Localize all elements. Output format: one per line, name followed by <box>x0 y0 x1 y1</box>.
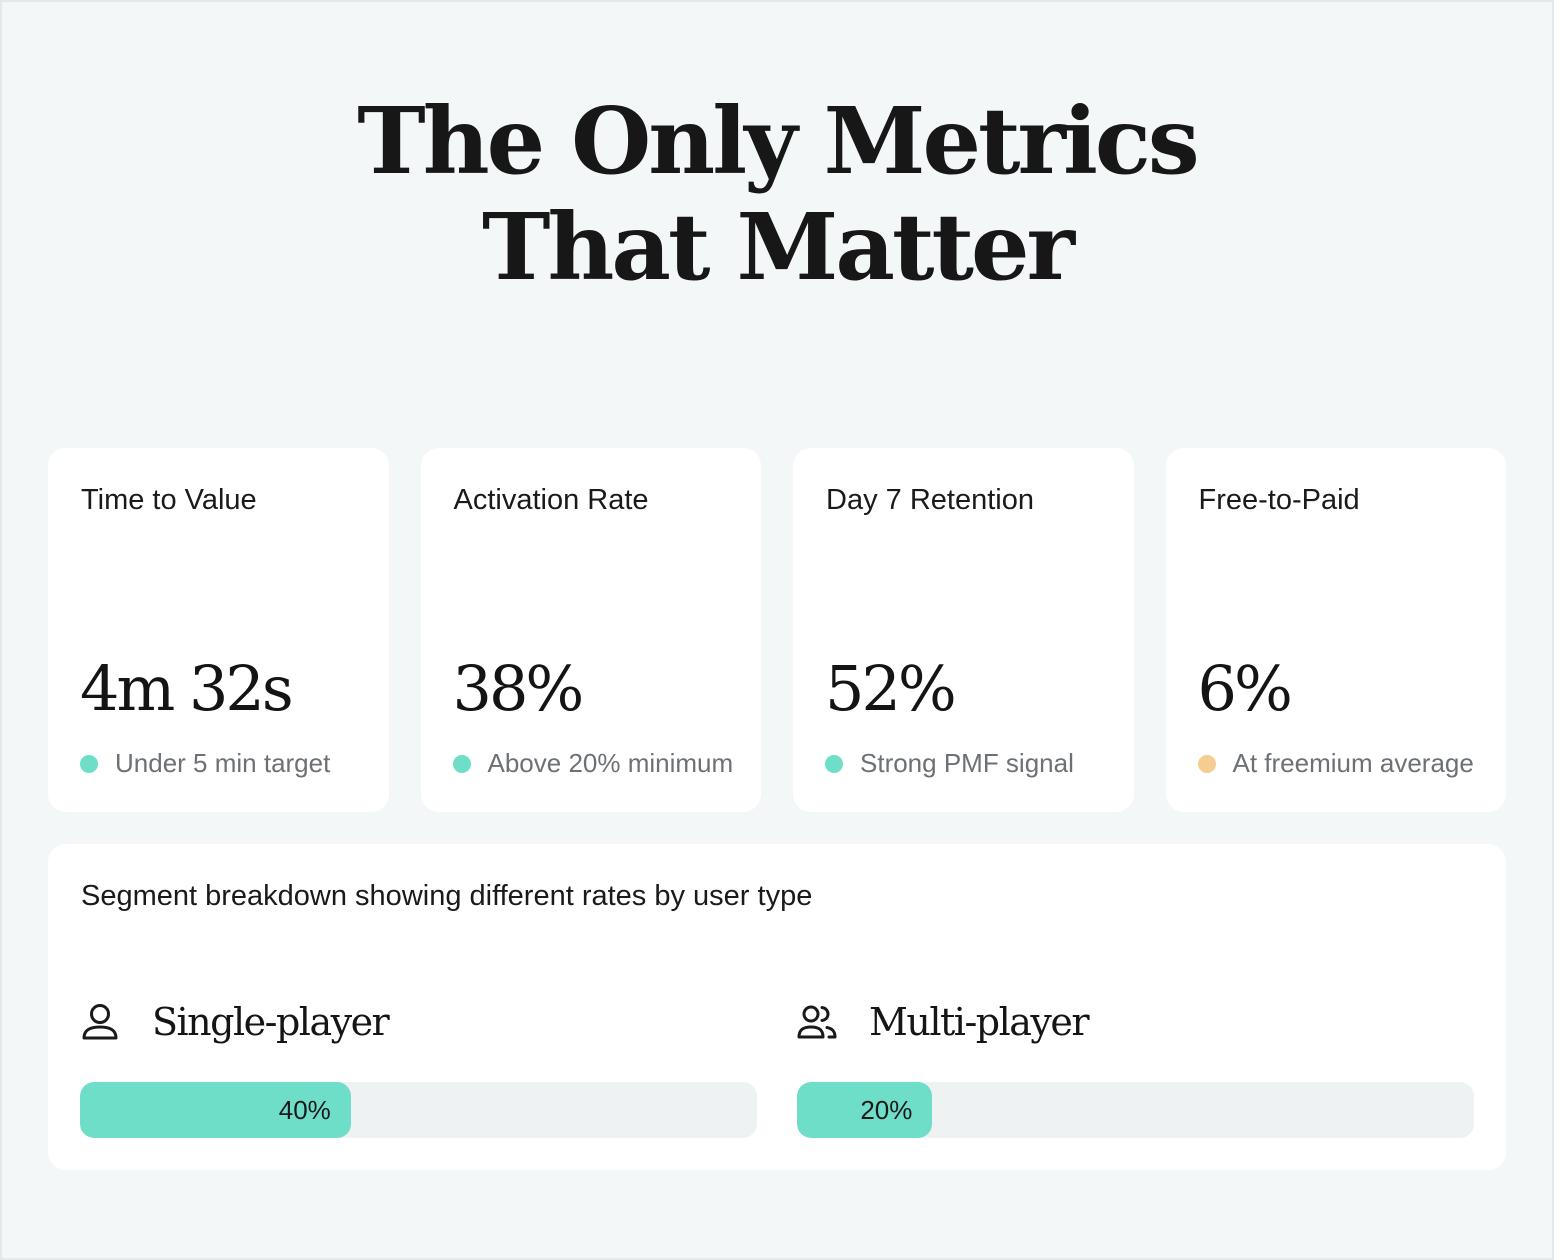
progress-value: 20% <box>860 1094 913 1125</box>
metric-label: Activation Rate <box>453 484 649 516</box>
segment-header: Single-player <box>80 994 757 1050</box>
metric-status-text: Strong PMF signal <box>860 748 1074 778</box>
segment-breakdown-panel: Segment breakdown showing different rate… <box>48 844 1506 1170</box>
status-dot-icon <box>825 754 843 773</box>
metric-label: Day 7 Retention <box>826 484 1034 516</box>
metric-card-day-7-retention: Day 7 Retention 52% Strong PMF signal <box>793 448 1134 812</box>
metric-value: 6% <box>1197 652 1293 725</box>
metric-value: 38% <box>452 652 585 725</box>
segment-header: Multi-player <box>797 994 1474 1050</box>
metric-label: Free-to-Paid <box>1198 484 1360 516</box>
segment-name: Multi-player <box>869 1000 1090 1044</box>
progress-bar-fill: 20% <box>797 1082 933 1138</box>
metric-card-activation-rate: Activation Rate 38% Above 20% minimum <box>420 448 761 812</box>
metric-status-text: Above 20% minimum <box>487 748 734 778</box>
metric-cards: Time to Value 4m 32s Under 5 min target … <box>48 448 1506 812</box>
metric-card-free-to-paid: Free-to-Paid 6% At freemium average <box>1165 448 1506 812</box>
metric-label: Time to Value <box>81 484 257 516</box>
progress-bar-fill: 40% <box>80 1082 351 1138</box>
title-line-1: The Only Metrics <box>357 87 1199 195</box>
segment-multi-player: Multi-player 20% <box>797 994 1474 1138</box>
status-dot-icon <box>80 754 98 773</box>
metric-status: At freemium average <box>1197 748 1474 779</box>
metric-card-time-to-value: Time to Value 4m 32s Under 5 min target <box>48 448 389 812</box>
page-title: The Only Metrics That Matter <box>0 88 1554 300</box>
users-icon <box>797 1000 837 1044</box>
progress-bar: 40% <box>80 1082 757 1138</box>
segment-name: Single-player <box>152 1000 390 1044</box>
status-dot-icon <box>452 754 471 773</box>
metric-status: Strong PMF signal <box>825 748 1074 779</box>
segment-caption: Segment breakdown showing different rate… <box>81 880 813 912</box>
metric-status-text: At freemium average <box>1232 748 1474 778</box>
user-icon <box>80 1000 120 1044</box>
title-line-2: That Matter <box>482 193 1075 301</box>
metric-status: Under 5 min target <box>80 748 330 779</box>
metric-value: 4m 32s <box>80 652 294 725</box>
progress-value: 40% <box>278 1094 331 1125</box>
metric-status: Above 20% minimum <box>452 748 734 779</box>
progress-bar: 20% <box>797 1082 1474 1138</box>
segment-single-player: Single-player 40% <box>80 994 757 1138</box>
metric-value: 52% <box>825 652 957 725</box>
status-dot-icon <box>1197 754 1216 773</box>
metric-status-text: Under 5 min target <box>115 748 331 778</box>
